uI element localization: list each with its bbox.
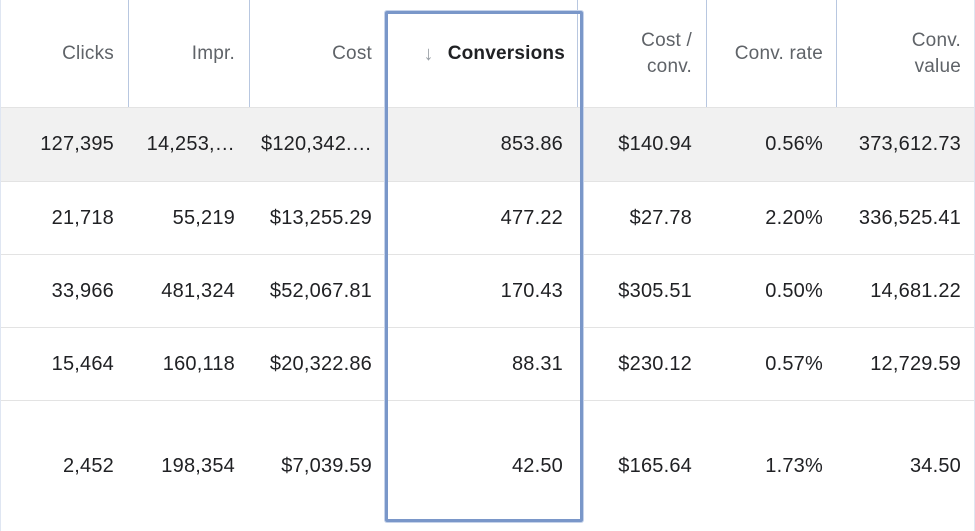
column-separator xyxy=(836,0,837,107)
column-separator xyxy=(249,0,250,107)
table-header: Clicks Impr. Cost ↓ Conversions Cost / c… xyxy=(0,0,975,107)
column-header-impr[interactable]: Impr. xyxy=(191,42,235,64)
cell-conversions: 42.50 xyxy=(511,454,563,477)
table-row[interactable]: 15,464 160,118 $20,322.86 88.31 $230.12 … xyxy=(0,327,975,400)
cell-conv-value: 34.50 xyxy=(909,454,961,477)
cell-impr: 55,219 xyxy=(172,206,235,229)
cell-impr: 14,253,… xyxy=(146,133,235,155)
cell-conversions: 88.31 xyxy=(511,352,563,375)
cell-cost: $7,039.59 xyxy=(281,454,372,477)
arrow-down-icon: ↓ xyxy=(423,42,434,65)
cell-conversions: 477.22 xyxy=(500,206,563,229)
header-line: Conv. xyxy=(911,29,961,51)
column-separator xyxy=(577,0,578,107)
table-row[interactable]: 21,718 55,219 $13,255.29 477.22 $27.78 2… xyxy=(0,181,975,254)
cell-cost: $13,255.29 xyxy=(269,206,372,229)
cell-cost-per-conv: $165.64 xyxy=(618,454,692,477)
cell-impr: 198,354 xyxy=(161,454,235,477)
cell-clicks: 15,464 xyxy=(51,352,114,375)
cell-conv-value: 336,525.41 xyxy=(858,206,961,229)
header-line: value xyxy=(914,55,961,77)
cell-conv-rate: 1.73% xyxy=(765,454,823,477)
cell-conversions: 853.86 xyxy=(500,133,563,155)
column-header-conv-rate[interactable]: Conv. rate xyxy=(734,42,823,64)
cell-clicks: 33,966 xyxy=(51,279,114,302)
cell-conv-rate: 2.20% xyxy=(765,206,823,229)
cell-clicks: 21,718 xyxy=(51,206,114,229)
header-line: Cost / xyxy=(641,29,692,51)
column-header-cost-per-conv[interactable]: Cost / conv. xyxy=(578,0,706,107)
table-row[interactable]: 127,395 14,253,… $120,342.… 853.86 $140.… xyxy=(0,107,975,181)
column-header-clicks[interactable]: Clicks xyxy=(62,42,114,64)
cell-conv-value: 14,681.22 xyxy=(870,279,961,302)
cell-cost-per-conv: $27.78 xyxy=(629,206,692,229)
cell-impr: 481,324 xyxy=(161,279,235,302)
table-row[interactable]: 2,452 198,354 $7,039.59 42.50 $165.64 1.… xyxy=(0,400,975,531)
cell-conv-rate: 0.50% xyxy=(765,279,823,302)
header-line: conv. xyxy=(646,55,692,77)
cell-cost: $20,322.86 xyxy=(269,352,372,375)
cell-cost-per-conv: $305.51 xyxy=(618,279,692,302)
column-separator xyxy=(706,0,707,107)
cell-cost-per-conv: $230.12 xyxy=(618,352,692,375)
cell-cost: $52,067.81 xyxy=(269,279,372,302)
cell-clicks: 2,452 xyxy=(62,454,114,477)
cell-cost-per-conv: $140.94 xyxy=(618,133,692,155)
cell-conv-rate: 0.56% xyxy=(765,133,823,155)
cell-impr: 160,118 xyxy=(162,352,235,375)
cell-conv-value: 373,612.73 xyxy=(858,133,961,155)
table-row[interactable]: 33,966 481,324 $52,067.81 170.43 $305.51… xyxy=(0,254,975,327)
column-separator xyxy=(128,0,129,107)
column-header-conv-value[interactable]: Conv. value xyxy=(837,0,975,107)
cell-conv-rate: 0.57% xyxy=(765,352,823,375)
table-left-edge xyxy=(0,0,1,531)
cell-conv-value: 12,729.59 xyxy=(870,352,961,375)
cell-cost: $120,342.… xyxy=(261,133,372,155)
cell-conversions: 170.43 xyxy=(500,279,563,302)
column-header-conversions[interactable]: ↓ Conversions xyxy=(423,42,565,65)
column-header-cost[interactable]: Cost xyxy=(332,42,372,64)
cell-clicks: 127,395 xyxy=(40,133,114,155)
